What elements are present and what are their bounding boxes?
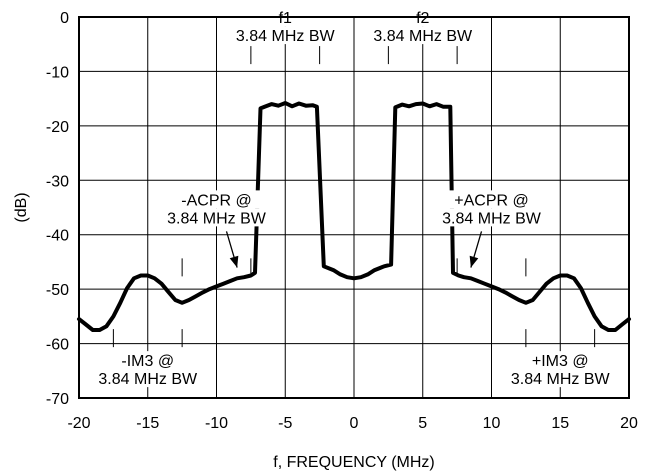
y-tick-label: -70 bbox=[46, 391, 69, 408]
annotation-label: +ACPR @ bbox=[454, 192, 528, 209]
y-tick-label: -40 bbox=[46, 228, 69, 245]
annotation-label: 3.84 MHz BW bbox=[373, 28, 473, 45]
annotation-label: +IM3 @ bbox=[532, 353, 589, 370]
y-tick-label: -30 bbox=[46, 173, 69, 190]
y-tick-label: -60 bbox=[46, 337, 69, 354]
y-tick-label: -50 bbox=[46, 282, 69, 299]
annotation-label: 3.84 MHz BW bbox=[167, 210, 267, 227]
x-tick-label: -5 bbox=[278, 415, 292, 432]
annotation-label: 3.84 MHz BW bbox=[236, 28, 336, 45]
x-tick-label: 15 bbox=[551, 415, 569, 432]
annotation-label: -IM3 @ bbox=[121, 353, 174, 370]
x-tick-label: 0 bbox=[350, 415, 359, 432]
annotation-label: f1 bbox=[279, 10, 292, 27]
annotation-label: 3.84 MHz BW bbox=[98, 371, 198, 388]
x-tick-label: 10 bbox=[483, 415, 501, 432]
y-axis-label: (dB) bbox=[13, 192, 30, 222]
y-tick-label: -20 bbox=[46, 119, 69, 136]
x-axis-label: f, FREQUENCY (MHz) bbox=[273, 454, 434, 471]
annotation-label: 3.84 MHz BW bbox=[442, 210, 542, 227]
annotation-label: -ACPR @ bbox=[181, 192, 251, 209]
x-tick-label: 5 bbox=[418, 415, 427, 432]
y-tick-label: -10 bbox=[46, 64, 69, 81]
x-tick-label: -10 bbox=[205, 415, 228, 432]
arrowhead-icon bbox=[230, 256, 239, 268]
x-tick-label: -15 bbox=[136, 415, 159, 432]
y-tick-label: 0 bbox=[60, 10, 69, 27]
annotation-label: 3.84 MHz BW bbox=[511, 371, 611, 388]
arrowhead-icon bbox=[470, 256, 479, 268]
x-tick-label: 20 bbox=[620, 415, 638, 432]
x-tick-label: -20 bbox=[67, 415, 90, 432]
annotation-label: f2 bbox=[416, 10, 429, 27]
